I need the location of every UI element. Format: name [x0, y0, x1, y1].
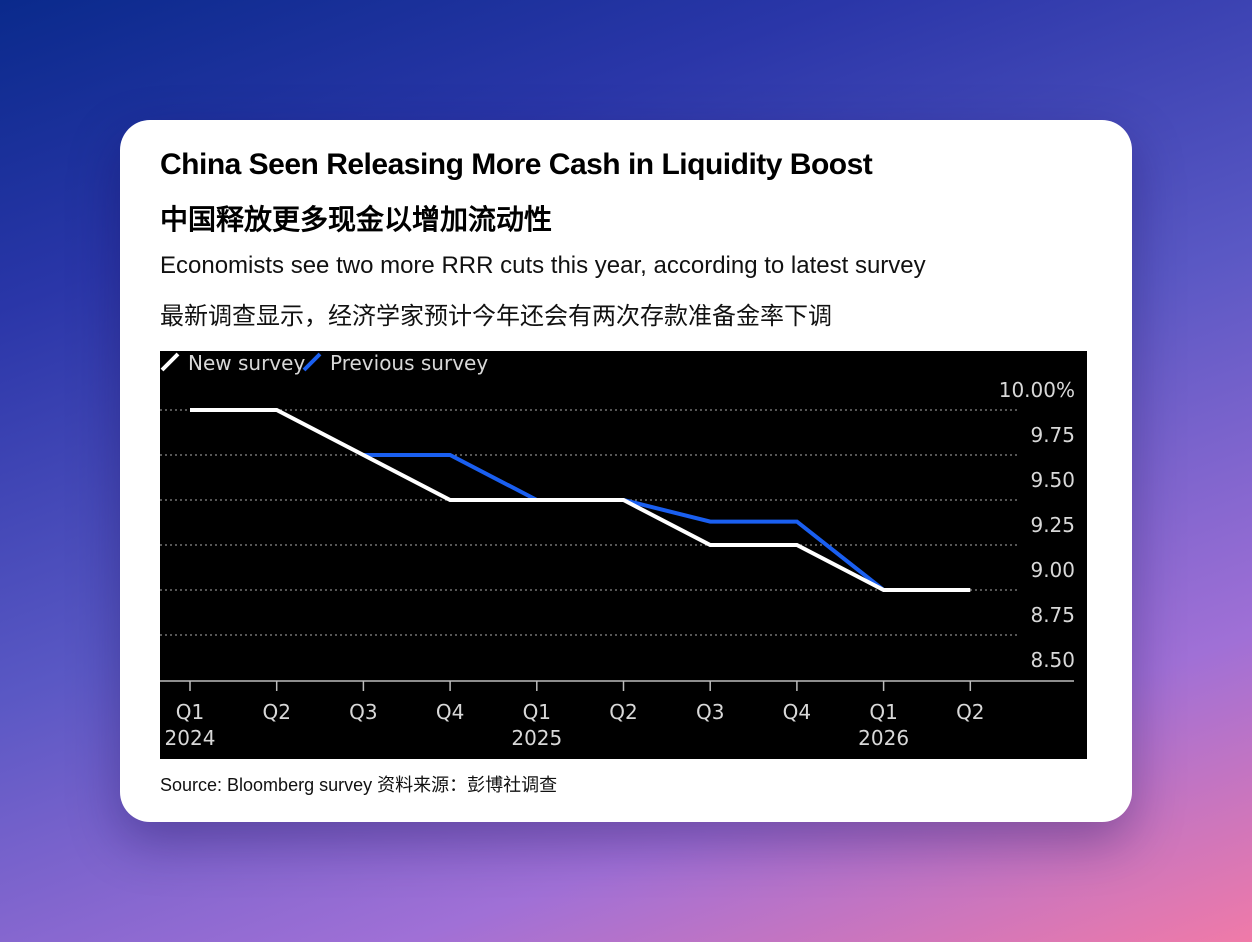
x-tick-year-label: 2025	[511, 726, 562, 750]
y-tick-label: 9.50	[1030, 468, 1075, 492]
series-line-new-survey	[190, 408, 971, 592]
chart-area: 10.00% 9.75 9.50 9.25 9.00 8.75 8.50 Q1 2024 Q2 Q3…	[160, 351, 1087, 759]
chart-card: China Seen Releasing More Cash in Liquid…	[120, 120, 1132, 822]
x-tick-label: Q1	[869, 700, 897, 724]
legend-label-previous-survey: Previous survey	[330, 351, 488, 375]
x-tick-label: Q2	[956, 700, 984, 724]
y-tick-label: 8.50	[1030, 648, 1075, 672]
y-tick-label: 8.75	[1030, 603, 1075, 627]
legend-swatch-new-survey	[160, 352, 180, 372]
y-tick-label: 9.25	[1030, 513, 1075, 537]
x-tick-year-label: 2026	[858, 726, 909, 750]
x-tick-label: Q2	[262, 700, 290, 724]
y-tick-label: 10.00%	[999, 378, 1075, 402]
x-tick-label: Q3	[349, 700, 377, 724]
series-line-previous-survey	[363, 453, 885, 592]
y-tick-label: 9.75	[1030, 423, 1075, 447]
x-tick-year-label: 2024	[165, 726, 216, 750]
source-note: Source: Bloomberg survey 资料来源：彭博社调查	[160, 775, 558, 795]
y-tick-label: 9.00	[1030, 558, 1075, 582]
legend-swatch-previous-survey	[302, 352, 322, 372]
subtitle: Economists see two more RRR cuts this ye…	[160, 252, 926, 279]
x-tick-label: Q4	[436, 700, 464, 724]
x-tick-label: Q3	[696, 700, 724, 724]
x-tick-label: Q1	[523, 700, 551, 724]
x-tick-label: Q1	[176, 700, 204, 724]
legend-label-new-survey: New survey	[188, 351, 305, 375]
page-title-chinese: 中国释放更多现金以增加流动性	[160, 204, 553, 235]
page-title: China Seen Releasing More Cash in Liquid…	[160, 148, 873, 181]
subtitle-chinese: 最新调查显示，经济学家预计今年还会有两次存款准备金率下调	[160, 303, 832, 330]
x-tick-label: Q2	[609, 700, 637, 724]
x-tick-label: Q4	[783, 700, 811, 724]
